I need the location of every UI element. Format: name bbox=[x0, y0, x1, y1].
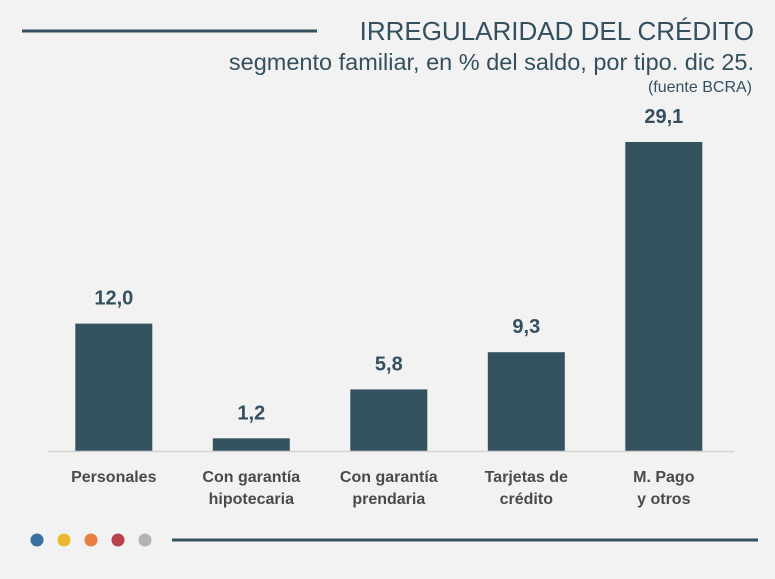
footer-dot-4 bbox=[111, 533, 125, 547]
value-label-4: 9,3 bbox=[512, 316, 540, 338]
footer-dots bbox=[30, 533, 152, 547]
category-label-3-line-1: Con garantía bbox=[340, 469, 438, 486]
category-label-4-line-1: Tarjetas de bbox=[485, 469, 568, 486]
category-label-5-line-2: y otros bbox=[637, 491, 690, 508]
value-label-1: 12,0 bbox=[94, 288, 133, 310]
category-labels-group: Personales Con garantía hipotecaria Con gar… bbox=[71, 469, 695, 508]
bar-3 bbox=[350, 389, 428, 451]
bar-4 bbox=[487, 352, 565, 451]
category-label-2-line-1: Con garantía bbox=[202, 469, 300, 486]
footer-dot-5 bbox=[138, 533, 152, 547]
bar-1 bbox=[75, 323, 153, 451]
bar-5 bbox=[625, 142, 703, 451]
footer-dot-3 bbox=[84, 533, 98, 547]
value-labels-group: 12,0 1,2 5,8 9,3 29,1 bbox=[94, 106, 683, 424]
chart-source: (fuente BCRA) bbox=[648, 79, 752, 96]
bars-group bbox=[75, 142, 703, 451]
category-label-2-line-2: hipotecaria bbox=[209, 491, 294, 508]
value-label-5: 29,1 bbox=[644, 106, 683, 128]
category-label-5-line-1: M. Pago bbox=[633, 469, 695, 486]
value-label-2: 1,2 bbox=[237, 402, 265, 424]
footer-dot-2 bbox=[57, 533, 71, 547]
footer-dot-1 bbox=[30, 533, 44, 547]
category-label-1-line-1: Personales bbox=[71, 469, 156, 486]
bar-2 bbox=[212, 438, 290, 451]
category-label-3-line-2: prendaria bbox=[352, 491, 425, 508]
value-label-3: 5,8 bbox=[375, 353, 403, 375]
chart-subtitle: segmento familiar, en % del saldo, por t… bbox=[229, 49, 754, 75]
chart-title: IRREGULARIDAD DEL CRÉDITO bbox=[360, 16, 754, 46]
category-label-4-line-2: crédito bbox=[500, 491, 554, 508]
